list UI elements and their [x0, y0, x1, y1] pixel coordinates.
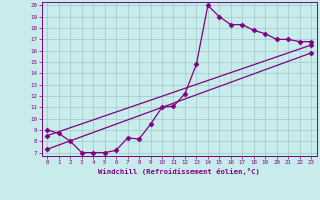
- X-axis label: Windchill (Refroidissement éolien,°C): Windchill (Refroidissement éolien,°C): [98, 168, 260, 175]
